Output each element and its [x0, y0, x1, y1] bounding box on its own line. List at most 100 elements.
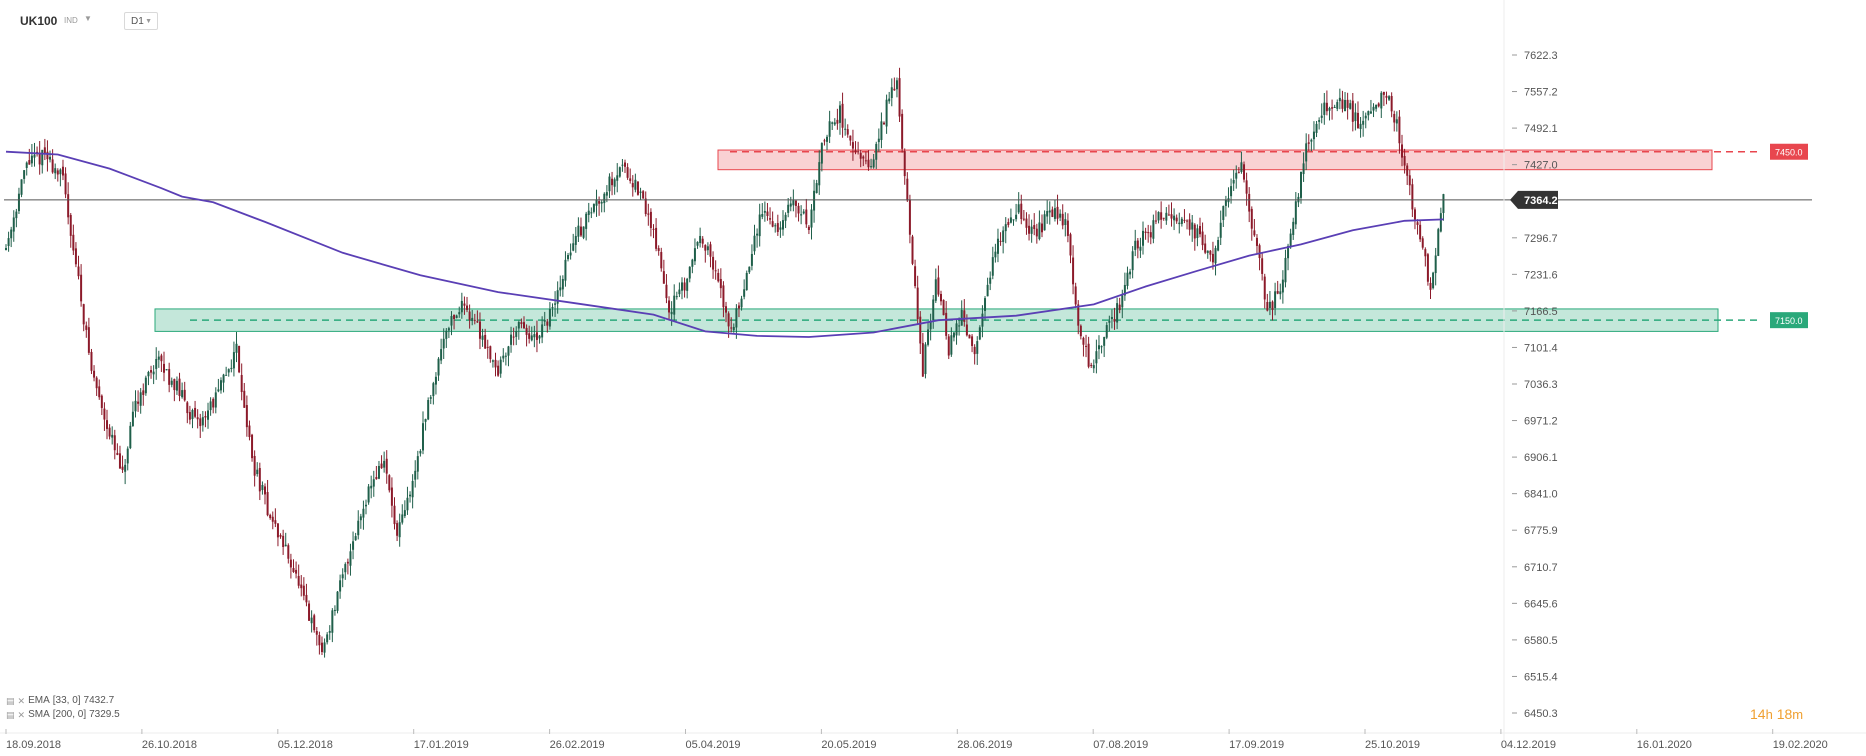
candle-body — [1302, 163, 1305, 175]
candle-body — [201, 417, 204, 426]
candle-body — [77, 266, 80, 277]
candle-body — [69, 215, 72, 236]
candle-body — [572, 243, 575, 251]
candle-body — [675, 296, 678, 298]
candle — [924, 342, 927, 379]
candle-body — [261, 484, 264, 491]
timeframe-select[interactable]: D1 ▼ — [124, 12, 158, 30]
candle-body — [1178, 222, 1181, 225]
candle — [564, 251, 567, 287]
candle-body — [1082, 337, 1085, 345]
candle-body — [1230, 186, 1233, 197]
candle-body — [445, 330, 448, 339]
candle-body — [1432, 272, 1435, 289]
candle-body — [1243, 164, 1246, 180]
candle-body — [551, 307, 554, 309]
candle — [380, 455, 383, 469]
candle — [1369, 99, 1372, 114]
settings-icon[interactable]: ▤ — [6, 696, 15, 706]
candle-body — [106, 420, 109, 429]
candle — [779, 221, 782, 238]
candle — [1437, 227, 1440, 257]
candle — [548, 302, 551, 330]
candle — [546, 318, 549, 333]
candle-body — [365, 504, 368, 507]
candle — [346, 558, 349, 575]
candle-body — [976, 341, 979, 354]
candle — [240, 363, 243, 401]
candle — [274, 508, 277, 528]
candle-body — [647, 213, 650, 215]
candle-body — [227, 369, 230, 373]
candle — [36, 146, 39, 157]
candle-body — [805, 209, 808, 225]
candle-body — [1305, 143, 1308, 162]
candle-body — [1388, 96, 1391, 100]
candle-body — [849, 135, 852, 141]
legend-sma[interactable]: ▤ ✕ SMA [200, 0] 7329.5 — [6, 708, 120, 722]
candle — [375, 465, 378, 480]
candle — [1092, 359, 1095, 373]
candle-body — [1175, 217, 1178, 222]
candle-body — [888, 98, 891, 102]
candle — [833, 118, 836, 126]
candle-body — [266, 492, 269, 516]
candle — [1160, 201, 1163, 229]
close-icon[interactable]: ✕ — [17, 696, 26, 706]
candle-body — [833, 122, 836, 125]
candle — [1061, 204, 1064, 230]
candle — [1167, 204, 1170, 216]
candle — [561, 275, 564, 297]
candle-body — [113, 435, 116, 451]
candle-body — [188, 412, 191, 420]
candle — [818, 150, 821, 195]
close-icon[interactable]: ✕ — [17, 710, 26, 720]
candle — [841, 92, 844, 138]
candle — [302, 577, 305, 601]
candle — [559, 275, 562, 297]
candle-body — [175, 380, 178, 391]
candle-body — [424, 419, 427, 422]
instrument-symbol[interactable]: UK100 — [20, 14, 58, 28]
candle-body — [968, 334, 971, 339]
candle-body — [579, 226, 582, 236]
candle-body — [826, 136, 829, 142]
settings-icon[interactable]: ▤ — [6, 710, 15, 720]
candle-body — [344, 564, 347, 573]
candle-body — [12, 217, 15, 232]
candle — [766, 202, 769, 221]
candle — [1147, 224, 1150, 243]
candle-body — [1250, 208, 1253, 229]
candle — [1082, 336, 1085, 357]
candle — [688, 266, 691, 283]
candle — [802, 209, 805, 215]
candle-body — [5, 248, 7, 250]
candle-body — [320, 642, 323, 653]
candle — [890, 78, 893, 107]
candle-body — [771, 221, 774, 227]
candle-body — [458, 312, 461, 315]
candle — [1188, 213, 1191, 236]
candle-body — [914, 266, 917, 287]
candle — [1346, 92, 1349, 120]
candle-body — [74, 248, 77, 265]
candle-body — [510, 334, 513, 345]
candle-body — [1087, 343, 1090, 367]
candle — [585, 211, 588, 241]
candle-body — [1222, 206, 1225, 221]
candle — [1338, 88, 1341, 110]
candle-body — [1142, 230, 1145, 246]
chevron-down-icon[interactable]: ▼ — [84, 14, 92, 23]
candle-body — [668, 300, 671, 313]
candle — [704, 244, 707, 263]
candle — [196, 409, 199, 429]
candle-body — [800, 214, 803, 216]
candle-body — [121, 466, 124, 470]
y-tick-label: 7036.3 — [1524, 379, 1558, 391]
candle-body — [1105, 325, 1108, 338]
candle-body — [310, 617, 313, 624]
legend-ema[interactable]: ▤ ✕ EMA [33, 0] 7432.7 — [6, 694, 120, 708]
candle-body — [862, 156, 865, 159]
candle-body — [815, 183, 818, 194]
